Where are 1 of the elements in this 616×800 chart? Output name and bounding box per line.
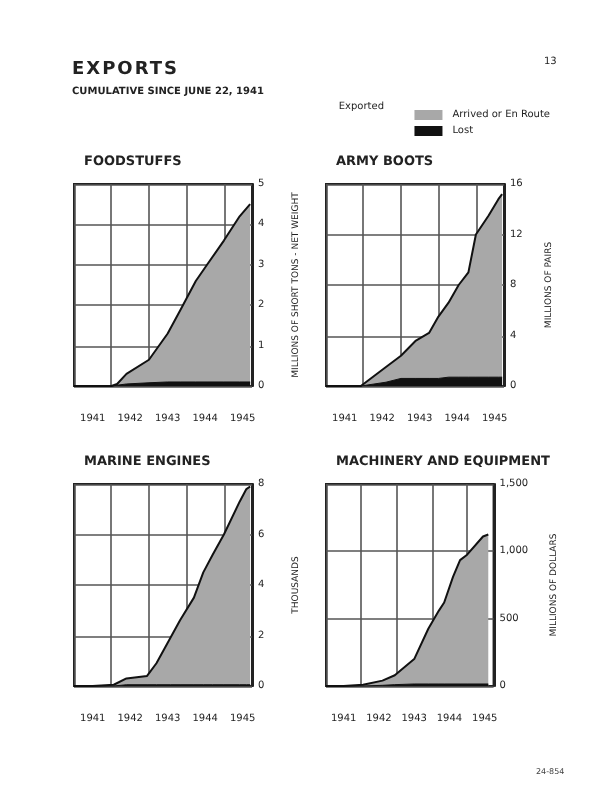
text: EXPORTS xyxy=(72,60,179,80)
